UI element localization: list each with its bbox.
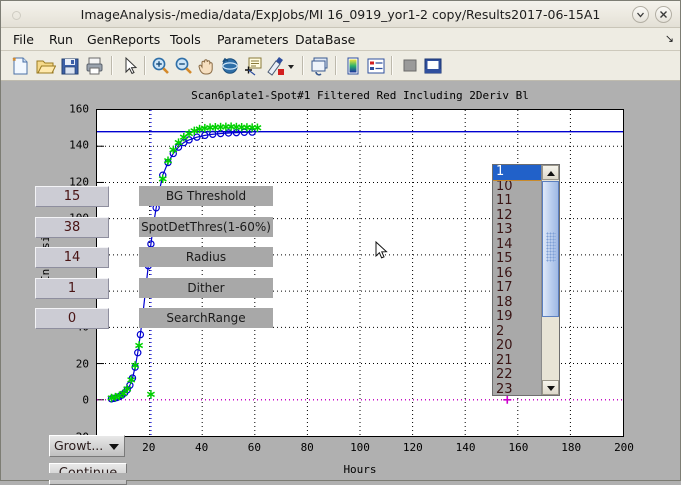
list-item[interactable]: 12 bbox=[496, 207, 513, 223]
open-file-icon[interactable] bbox=[34, 55, 57, 77]
menu-item-tools[interactable]: Tools bbox=[170, 32, 201, 47]
y-tick-120: 120 bbox=[69, 175, 89, 189]
list-item[interactable]: 19 bbox=[496, 309, 513, 324]
print-figure-icon[interactable] bbox=[84, 55, 106, 77]
list-item[interactable]: 21 bbox=[496, 352, 513, 368]
close-icon bbox=[660, 11, 667, 18]
growth-mode-dropdown[interactable]: Growt... bbox=[49, 435, 125, 457]
menu-bar: File Run GenReports Tools Parameters Dat… bbox=[1, 28, 680, 51]
colorbar-icon[interactable] bbox=[342, 55, 364, 77]
menu-item-run[interactable]: Run bbox=[49, 32, 73, 47]
new-figure-icon[interactable] bbox=[9, 55, 31, 77]
pan-hand-icon[interactable] bbox=[196, 55, 218, 77]
y-tick-160: 160 bbox=[69, 102, 89, 116]
list-item[interactable]: 14 bbox=[496, 236, 513, 252]
link-data-icon[interactable] bbox=[309, 55, 331, 77]
searchrange-input[interactable]: 0 bbox=[35, 308, 109, 329]
hide-plot-tools-icon[interactable] bbox=[399, 55, 421, 77]
x-tick-60: 60 bbox=[247, 441, 262, 454]
window-menu-dot bbox=[12, 11, 21, 20]
x-tick-20: 20 bbox=[142, 441, 156, 454]
toolbar-separator-1 bbox=[111, 56, 113, 75]
chevron-down-icon bbox=[109, 444, 119, 450]
toolbar-separator-5 bbox=[391, 56, 393, 75]
x-tick-200: 200 bbox=[614, 441, 634, 454]
x-axis-label: Hours bbox=[343, 463, 377, 476]
y-tick-0: 0 bbox=[82, 393, 89, 407]
radius-label: Radius bbox=[139, 247, 273, 267]
list-item[interactable]: 16 bbox=[496, 265, 513, 281]
brush-dropdown-arrow-icon[interactable] bbox=[286, 55, 296, 77]
reference-lines bbox=[97, 110, 623, 436]
brush-icon[interactable] bbox=[265, 55, 287, 77]
list-item[interactable]: 2 bbox=[496, 323, 505, 339]
x-tick-80: 80 bbox=[300, 441, 314, 454]
x-tick-160: 160 bbox=[508, 441, 529, 454]
toolbar-separator-4 bbox=[335, 56, 337, 75]
toolbar bbox=[1, 51, 680, 81]
menu-item-database[interactable]: DataBase bbox=[295, 32, 356, 47]
triangle-up-icon[interactable] bbox=[542, 165, 559, 180]
bg-threshold-label: BG Threshold bbox=[139, 186, 273, 206]
save-figure-icon[interactable] bbox=[59, 55, 81, 77]
x-tick-140: 140 bbox=[455, 441, 476, 454]
window-title: ImageAnalysis-/media/data/ExpJobs/MI 16_… bbox=[80, 7, 601, 22]
scrollbar-grip bbox=[546, 232, 556, 262]
zoom-out-icon[interactable] bbox=[173, 55, 195, 77]
axis-ticks bbox=[97, 145, 104, 401]
status-bar bbox=[1, 473, 680, 480]
close-button[interactable] bbox=[655, 6, 672, 23]
list-item[interactable]: 18 bbox=[496, 294, 513, 310]
menu-item-file[interactable]: File bbox=[13, 32, 34, 47]
list-item[interactable]: 15 bbox=[496, 251, 513, 266]
list-item[interactable]: 20 bbox=[496, 338, 513, 353]
zoom-in-icon[interactable] bbox=[150, 55, 172, 77]
listbox-scrollbar[interactable] bbox=[541, 165, 559, 395]
growth-mode-value: Growt... bbox=[54, 438, 104, 453]
searchrange-label: SearchRange bbox=[139, 308, 273, 328]
spotdetthres-input[interactable]: 38 bbox=[35, 217, 109, 238]
legend-icon[interactable] bbox=[365, 55, 387, 77]
figure-panel: Scan6plate1-Spot#1 Filtered Red Includin… bbox=[15, 82, 667, 485]
x-tick-180: 180 bbox=[561, 441, 582, 454]
menu-overflow-icon[interactable]: ↘ bbox=[664, 32, 674, 45]
list-item[interactable]: 23 bbox=[496, 381, 513, 396]
rotate-3d-icon[interactable] bbox=[219, 55, 241, 77]
spot-list-items: 1 10 11 12 13 14 15 16 17 18 19 2 20 21 22 23 bbox=[493, 165, 559, 396]
list-item[interactable]: 17 bbox=[496, 280, 513, 295]
menu-item-genreports[interactable]: GenReports bbox=[87, 32, 161, 47]
scrollbar-thumb[interactable] bbox=[542, 181, 559, 317]
menu-item-parameters[interactable]: Parameters bbox=[217, 32, 289, 47]
y-tick-140: 140 bbox=[69, 138, 89, 152]
mouse-pointer-icon bbox=[375, 240, 389, 265]
spotdetthres-label: SpotDetThres(1-60%) bbox=[139, 217, 273, 237]
pointer-icon[interactable] bbox=[119, 55, 141, 77]
dither-label: Dither bbox=[139, 278, 273, 298]
triangle-down-icon[interactable] bbox=[542, 380, 559, 395]
x-tick-120: 120 bbox=[402, 441, 423, 454]
minimize-button[interactable] bbox=[632, 6, 649, 23]
x-tick-40: 40 bbox=[194, 441, 209, 454]
list-item[interactable]: 22 bbox=[496, 367, 513, 382]
bg-threshold-input[interactable]: 15 bbox=[35, 186, 109, 207]
dither-input[interactable]: 1 bbox=[35, 278, 109, 299]
list-item[interactable]: 13 bbox=[496, 222, 513, 237]
list-item[interactable]: 11 bbox=[496, 193, 513, 208]
list-item[interactable]: 10 bbox=[496, 178, 513, 194]
chevron-down-icon bbox=[637, 12, 644, 18]
show-plot-tools-icon[interactable] bbox=[422, 55, 444, 77]
toolbar-separator-2 bbox=[144, 56, 146, 75]
toolbar-separator-3 bbox=[302, 56, 304, 75]
radius-input[interactable]: 14 bbox=[35, 247, 109, 268]
plot-title: Scan6plate1-Spot#1 Filtered Red Includin… bbox=[191, 89, 529, 102]
spot-listbox[interactable]: 1 10 11 12 13 14 15 16 17 18 19 2 20 21 22 23 bbox=[492, 164, 560, 396]
title-bar: ImageAnalysis-/media/data/ExpJobs/MI 16_… bbox=[1, 1, 680, 28]
x-tick-100: 100 bbox=[350, 441, 370, 454]
y-tick-20: 20 bbox=[75, 357, 89, 371]
data-cursor-icon[interactable] bbox=[242, 55, 264, 77]
